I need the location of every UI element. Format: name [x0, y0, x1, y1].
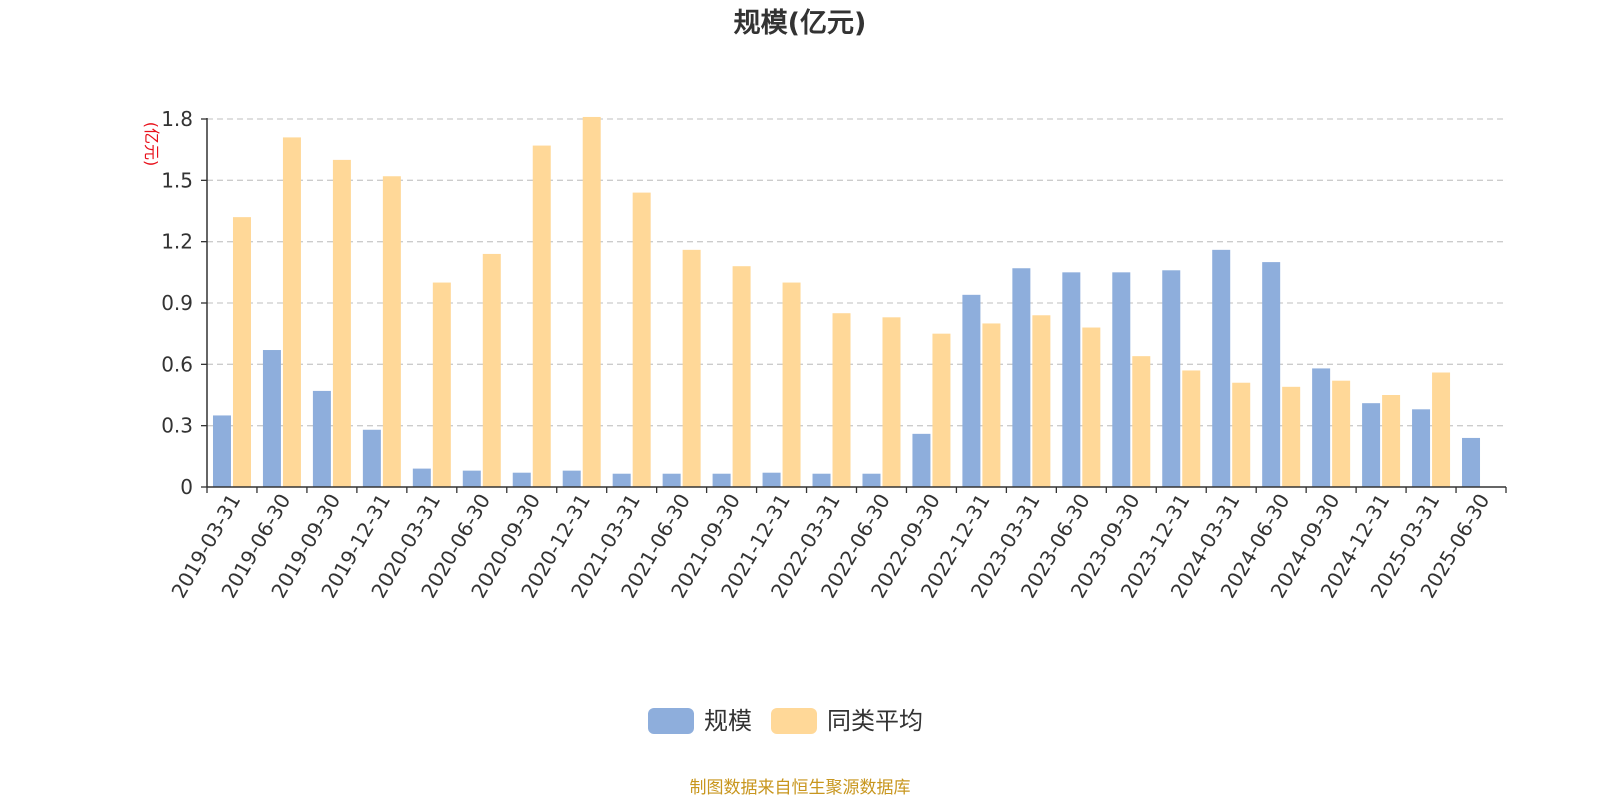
- bar-peer-average: [982, 323, 1001, 487]
- x-axis: 2019-03-312019-06-302019-09-302019-12-31…: [166, 486, 1507, 602]
- y-tick-label: 1.8: [161, 107, 193, 131]
- bar-scale: [712, 473, 731, 487]
- y-axis: 0 0.3 0.6 0.9 1.2 1.5 1.8: [161, 107, 208, 499]
- legend[interactable]: 规模 同类平均: [648, 707, 923, 735]
- bar-peer-average: [1232, 382, 1251, 487]
- bar-scale: [1312, 368, 1331, 487]
- bar-scale: [1112, 272, 1131, 487]
- bar-scale: [862, 473, 881, 487]
- bar-peer-average: [1032, 315, 1051, 487]
- bar-peer-average: [1332, 380, 1351, 487]
- bar-scale: [912, 433, 931, 487]
- legend-swatch: [648, 708, 694, 734]
- bar-scale: [1462, 437, 1481, 487]
- bars: [212, 116, 1481, 488]
- bar-peer-average: [832, 313, 851, 487]
- bar-peer-average: [732, 266, 751, 487]
- bar-peer-average: [1282, 386, 1301, 487]
- bar-peer-average: [382, 176, 401, 487]
- bar-peer-average: [332, 159, 351, 487]
- bar-peer-average: [482, 253, 501, 487]
- bar-scale: [612, 473, 631, 487]
- bar-peer-average: [1132, 356, 1151, 487]
- y-unit-label: (亿元): [142, 122, 161, 167]
- y-tick-label: 0.9: [161, 291, 193, 315]
- bar-scale: [512, 472, 531, 487]
- y-tick-label: 0.3: [161, 414, 193, 438]
- legend-swatch: [771, 708, 817, 734]
- bar-scale: [1262, 262, 1281, 487]
- bar-scale: [762, 472, 781, 487]
- bar-scale: [412, 468, 431, 487]
- bar-peer-average: [932, 333, 951, 487]
- bar-scale: [362, 429, 381, 487]
- y-tick-label: 1.5: [161, 168, 193, 192]
- bar-peer-average: [282, 137, 301, 487]
- chart-title: 规模(亿元): [734, 8, 867, 39]
- y-tick-label: 0: [180, 475, 193, 499]
- bar-peer-average: [432, 282, 451, 487]
- bar-scale: [1012, 268, 1031, 487]
- bar-peer-average: [1182, 370, 1201, 487]
- bar-peer-average: [532, 145, 551, 488]
- bar-scale: [1162, 270, 1181, 487]
- bar-scale: [662, 473, 681, 487]
- bar-scale: [312, 390, 331, 487]
- bar-peer-average: [1082, 327, 1101, 487]
- bar-scale: [812, 473, 831, 487]
- bar-peer-average: [582, 116, 601, 487]
- legend-label: 规模: [704, 707, 752, 735]
- bar-peer-average: [232, 217, 251, 487]
- source-note: 制图数据来自恒生聚源数据库: [690, 778, 911, 798]
- bar-scale: [1362, 403, 1381, 487]
- bar-scale: [1212, 249, 1231, 487]
- y-tick-label: 1.2: [161, 230, 193, 254]
- bar-scale: [212, 415, 231, 487]
- legend-label: 同类平均: [827, 707, 923, 735]
- bar-peer-average: [632, 192, 651, 487]
- grid-lines: [207, 118, 1506, 427]
- bar-peer-average: [782, 282, 801, 487]
- bar-scale: [1062, 272, 1081, 487]
- y-tick-label: 0.6: [161, 352, 193, 376]
- bar-scale: [462, 470, 481, 487]
- bar-scale: [1412, 409, 1431, 487]
- bar-scale: [962, 294, 981, 487]
- bar-peer-average: [1382, 395, 1401, 487]
- bar-scale: [262, 350, 281, 487]
- bar-peer-average: [1432, 372, 1451, 487]
- bar-peer-average: [882, 317, 901, 487]
- bar-scale: [562, 470, 581, 487]
- bar-peer-average: [682, 249, 701, 487]
